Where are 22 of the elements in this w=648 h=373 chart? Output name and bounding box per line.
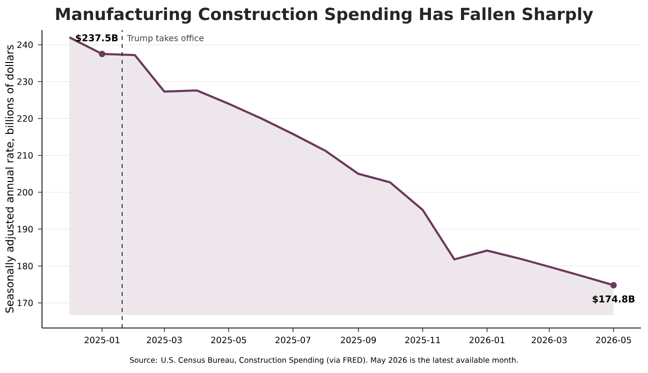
x-tick-label: 2026-01 [470,336,504,344]
y-tick-label: 210 [17,152,33,159]
data-label: $237.5B [76,34,118,43]
x-tick-label: 2026-03 [532,336,567,344]
y-tick-label: 230 [17,78,33,85]
y-tick-label: 180 [18,262,33,270]
y-tick-label: 190 [18,226,33,232]
y-tick-label: 200 [17,189,33,196]
data-label: $174.8B [592,295,635,304]
x-tick-label: 2026-05 [596,336,631,344]
x-tick-label: 2025-05 [211,336,246,344]
x-tick-label: 2025-03 [146,336,182,344]
y-tick-label: 220 [17,115,33,122]
chart-title: Manufacturing Construction Spending Has Fallen Sharply [56,7,594,24]
x-tick-label: 2025-09 [340,336,376,344]
y-axis-title: Seasonally adjusted annual rate, billions of dollars [5,45,16,313]
ref-line-label: Trump takes office [126,34,204,43]
x-tick-label: 2025-07 [276,336,310,344]
x-tick-label: 2025-11 [405,336,440,344]
x-tick-label: 2025-01 [84,336,120,344]
y-tick-label: 170 [18,300,33,306]
y-tick-label: 240 [17,41,33,48]
